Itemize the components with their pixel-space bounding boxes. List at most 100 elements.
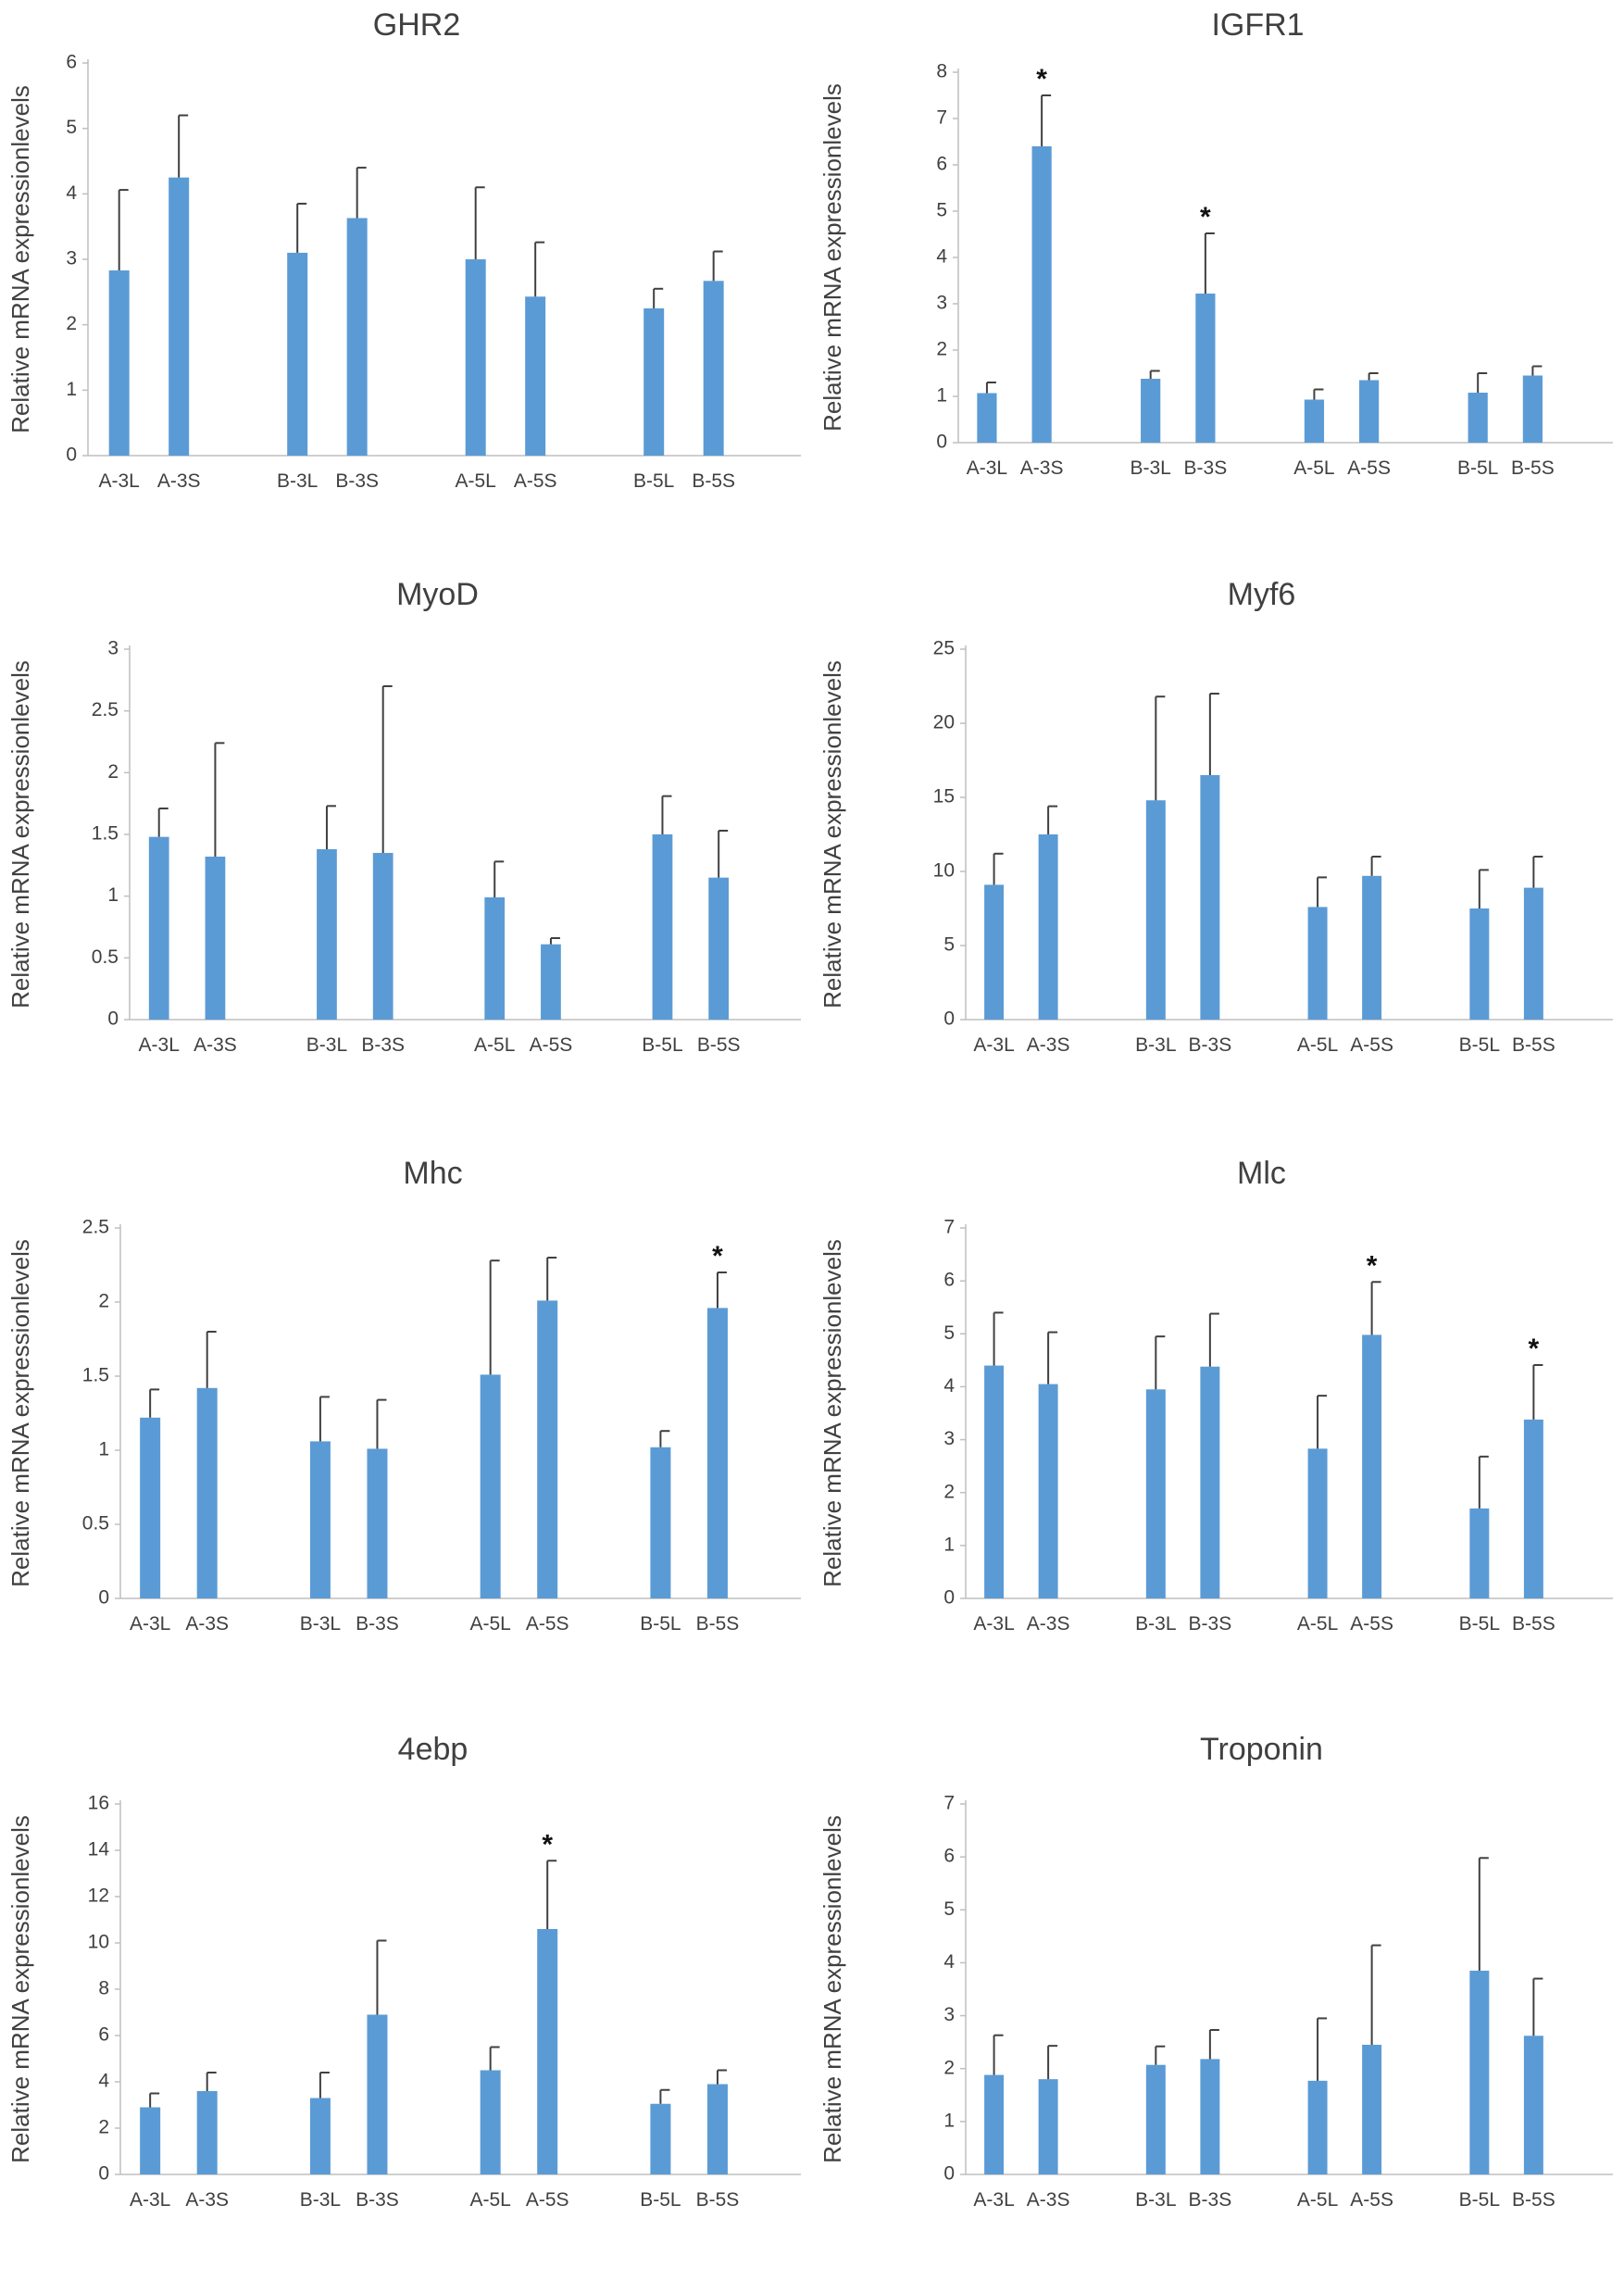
chart-title: GHR2: [373, 7, 460, 43]
y-tick-label: 3: [66, 248, 77, 269]
y-tick-label: 0: [936, 432, 947, 453]
bar-A-5S: [1359, 380, 1380, 443]
y-tick-label: 2: [98, 1291, 109, 1312]
y-tick-label: 16: [88, 1793, 109, 1814]
bar-A-5S: [537, 1929, 558, 2174]
x-tick-label: A-3S: [194, 1034, 237, 1056]
bar-A-3L: [148, 836, 169, 1020]
chart-title: Troponin: [1200, 1732, 1323, 1767]
chart-title: Myf6: [1228, 577, 1296, 612]
bar-A-3S: [205, 857, 226, 1020]
bar-B-5L: [650, 1447, 671, 1598]
x-tick-label: B-3S: [356, 1613, 399, 1635]
bar-A-5L: [480, 1374, 501, 1598]
y-tick-label: 3: [943, 2004, 955, 2025]
y-axis-label: Relative mRNA expressionlevels: [6, 1239, 34, 1587]
x-tick-label: A-5S: [1350, 1613, 1393, 1635]
x-tick-label: A-3S: [157, 470, 201, 492]
significance-marker: *: [1367, 1250, 1378, 1281]
bar-B-3L: [1145, 1389, 1166, 1598]
x-tick-label: B-3S: [361, 1034, 405, 1056]
y-tick-label: 7: [943, 1217, 955, 1238]
x-tick-label: B-5S: [1512, 2189, 1555, 2211]
chart-title: MyoD: [396, 577, 479, 612]
bar-A-5L: [465, 259, 486, 456]
x-tick-label: A-3S: [185, 2189, 229, 2211]
bar-B-5S: [706, 1308, 728, 1598]
bar-B-5L: [1468, 393, 1488, 443]
y-tick-label: 0: [943, 2163, 955, 2185]
x-tick-label: A-5S: [526, 2189, 569, 2211]
significance-marker: *: [1036, 64, 1047, 94]
bar-A-3L: [108, 270, 130, 456]
significance-marker: *: [542, 1829, 553, 1860]
x-tick-label: B-3S: [1184, 457, 1228, 479]
figure: GHR2 Relative mRNA expressionlevels 0 1 2 3 4 5…: [6, 7, 1613, 2211]
bar-A-3L: [984, 2074, 1005, 2174]
chart-title: Mhc: [403, 1156, 462, 1191]
y-tick-label: 8: [98, 1978, 109, 1999]
chart-title: Mlc: [1237, 1156, 1286, 1191]
y-tick-label: 0: [98, 2163, 109, 2185]
bar-A-5S: [1362, 875, 1382, 1020]
chart-title: 4ebp: [398, 1732, 468, 1767]
bar-A-5L: [1304, 399, 1325, 443]
x-tick-label: A-3L: [973, 2189, 1014, 2211]
bar-B-5L: [1469, 1508, 1490, 1598]
y-tick-label: 6: [943, 1846, 955, 1867]
y-tick-label: 1: [107, 884, 119, 906]
y-tick-label: 1.5: [82, 1365, 109, 1386]
chart-MyoD: MyoD Relative mRNA expressionlevels 0 0.5 1 1…: [6, 577, 801, 1056]
chart-GHR2: GHR2 Relative mRNA expressionlevels 0 1 2 3 4 5…: [6, 7, 801, 492]
x-tick-label: B-5S: [697, 1034, 741, 1056]
y-tick-label: 6: [943, 1270, 955, 1291]
x-tick-label: A-5L: [469, 2189, 510, 2211]
bar-B-5L: [650, 2103, 671, 2174]
y-tick-label: 1: [936, 385, 947, 407]
bar-B-5L: [1469, 908, 1490, 1020]
x-tick-label: B-5S: [1511, 457, 1555, 479]
bar-B-3S: [346, 218, 368, 457]
x-tick-label: B-5S: [696, 2189, 740, 2211]
y-tick-label: 0: [943, 1008, 955, 1030]
x-tick-label: B-3S: [1189, 2189, 1232, 2211]
x-tick-label: A-3S: [1027, 2189, 1070, 2211]
x-tick-label: A-3S: [1020, 457, 1064, 479]
chart-IGFR1: IGFR1 Relative mRNA expressionlevels 0 1 2 3 4…: [818, 7, 1613, 479]
bar-A-3L: [140, 2107, 161, 2174]
x-tick-label: B-3S: [1189, 1613, 1232, 1635]
x-tick-label: A-5S: [1350, 2189, 1393, 2211]
bar-B-3S: [372, 853, 394, 1020]
bar-B-3S: [367, 1448, 388, 1598]
x-tick-label: B-5L: [1457, 457, 1498, 479]
x-tick-label: B-5S: [692, 470, 735, 492]
x-tick-label: B-5S: [1512, 1034, 1555, 1056]
y-tick-label: 1: [98, 1439, 109, 1460]
y-tick-label: 1: [943, 2110, 955, 2131]
y-tick-label: 2.5: [92, 699, 119, 720]
bar-B-5S: [708, 877, 730, 1020]
x-tick-label: B-5L: [640, 1613, 681, 1635]
bar-A-3S: [1038, 2079, 1058, 2174]
y-tick-label: 4: [98, 2071, 109, 2092]
y-axis-label: Relative mRNA expressionlevels: [818, 1815, 846, 2163]
x-tick-label: B-3L: [306, 1034, 347, 1056]
bar-A-3S: [1038, 1384, 1058, 1598]
x-tick-label: A-3L: [139, 1034, 180, 1056]
bar-A-5S: [1362, 2045, 1382, 2174]
bar-A-3S: [1031, 146, 1052, 443]
bar-B-3S: [367, 2014, 388, 2174]
x-tick-label: B-3L: [277, 470, 318, 492]
significance-marker: *: [712, 1241, 723, 1272]
x-tick-label: A-5L: [1293, 457, 1334, 479]
y-tick-label: 10: [933, 860, 955, 882]
y-tick-label: 3: [936, 293, 947, 314]
y-tick-label: 6: [98, 2024, 109, 2046]
y-tick-label: 2: [936, 339, 947, 360]
chart-4ebp: 4ebp Relative mRNA expressionlevels 0 2 4 6 8 1…: [6, 1732, 801, 2211]
y-tick-label: 2: [66, 313, 77, 334]
bar-B-3L: [317, 849, 337, 1020]
x-tick-label: B-5L: [640, 2189, 681, 2211]
bar-B-5L: [652, 834, 673, 1020]
y-tick-label: 2: [943, 2057, 955, 2078]
